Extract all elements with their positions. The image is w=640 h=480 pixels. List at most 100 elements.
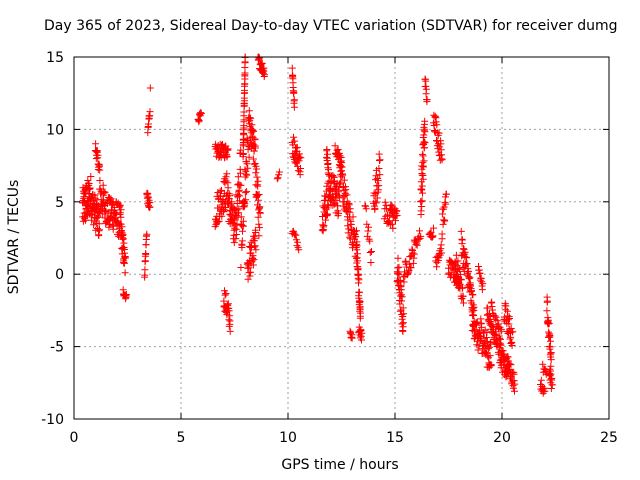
data-point xyxy=(345,225,353,233)
data-point xyxy=(373,194,381,202)
data-point xyxy=(381,198,389,206)
data-point xyxy=(340,186,348,194)
data-point xyxy=(118,223,126,231)
data-point xyxy=(353,242,361,250)
data-point xyxy=(460,245,468,253)
data-point xyxy=(247,268,255,276)
data-point xyxy=(197,109,205,117)
y-tick-label: 15 xyxy=(46,50,64,66)
data-point xyxy=(352,233,360,241)
data-point xyxy=(230,216,238,224)
data-point xyxy=(146,203,154,211)
data-point xyxy=(458,236,466,244)
data-point xyxy=(223,170,231,178)
data-point xyxy=(484,304,492,312)
data-point xyxy=(366,237,374,245)
data-point xyxy=(547,356,555,364)
y-tick-label: 10 xyxy=(46,122,64,138)
data-point xyxy=(484,345,492,353)
data-point xyxy=(504,316,512,324)
data-point xyxy=(365,223,372,231)
data-point xyxy=(413,241,421,249)
data-point xyxy=(255,220,263,228)
y-tick-label: 0 xyxy=(55,267,64,283)
data-point xyxy=(121,269,129,277)
data-point xyxy=(541,387,549,395)
data-point xyxy=(119,235,127,243)
data-point xyxy=(218,212,226,220)
data-point xyxy=(255,191,263,198)
grid xyxy=(74,57,609,419)
data-point xyxy=(87,173,95,180)
data-point xyxy=(231,224,239,232)
data-point xyxy=(434,145,442,153)
data-point xyxy=(457,227,465,235)
data-point xyxy=(398,293,406,301)
data-point xyxy=(539,360,547,368)
data-point xyxy=(122,291,130,298)
data-point xyxy=(117,206,125,214)
data-point xyxy=(242,170,250,178)
data-point xyxy=(412,241,420,248)
data-point xyxy=(354,257,362,265)
data-point xyxy=(339,171,347,179)
data-point xyxy=(241,200,249,208)
data-point xyxy=(235,205,243,213)
data-point xyxy=(376,171,384,179)
data-point xyxy=(455,264,463,272)
data-point xyxy=(120,259,128,267)
data-point xyxy=(248,121,256,129)
data-point xyxy=(246,272,254,280)
data-point xyxy=(462,253,470,261)
data-point xyxy=(419,163,427,171)
data-point xyxy=(396,300,404,308)
data-point xyxy=(291,137,299,145)
data-point xyxy=(224,145,232,153)
data-point xyxy=(247,114,255,122)
data-point xyxy=(239,150,247,157)
data-point xyxy=(465,275,473,283)
data-point xyxy=(421,117,429,125)
data-point xyxy=(254,196,262,204)
data-point xyxy=(322,212,330,220)
data-point xyxy=(429,232,437,240)
data-point xyxy=(438,230,446,238)
data-point xyxy=(228,198,236,206)
data-point xyxy=(470,312,478,319)
axis-ticks: 0 5 10 15 20 25 -10 -5 0 5 10 15 xyxy=(41,50,618,446)
data-point xyxy=(439,220,447,228)
data-point xyxy=(506,315,513,322)
data-point xyxy=(454,257,462,265)
data-point xyxy=(240,131,248,139)
data-point xyxy=(537,376,545,384)
y-tick-label: -10 xyxy=(41,412,64,428)
x-tick-label: 15 xyxy=(386,430,404,446)
data-point xyxy=(358,336,365,344)
data-point xyxy=(232,231,240,238)
data-point xyxy=(141,266,149,274)
data-point xyxy=(253,173,261,181)
data-point xyxy=(250,127,258,135)
data-point xyxy=(222,290,230,298)
data-point xyxy=(101,188,109,196)
data-point xyxy=(548,381,556,389)
data-point xyxy=(478,323,486,331)
data-point xyxy=(438,156,446,164)
data-point xyxy=(399,304,407,312)
data-point xyxy=(422,85,430,93)
data-point xyxy=(224,184,232,192)
data-point xyxy=(473,321,481,329)
data-point xyxy=(438,249,446,257)
data-point xyxy=(469,304,477,312)
data-point xyxy=(393,212,401,219)
data-point xyxy=(84,177,92,184)
data-point xyxy=(497,341,505,349)
data-point xyxy=(330,201,338,209)
x-tick-label: 25 xyxy=(600,430,618,446)
data-point xyxy=(253,165,261,173)
data-point xyxy=(416,227,423,235)
data-point xyxy=(321,196,329,204)
data-point xyxy=(543,307,551,315)
data-point xyxy=(477,333,485,340)
